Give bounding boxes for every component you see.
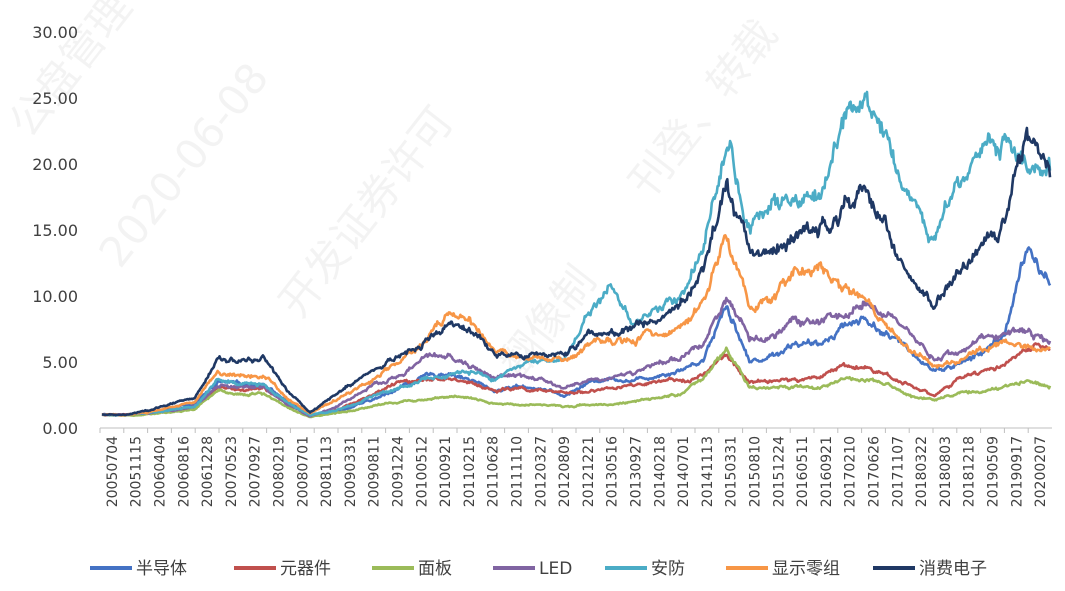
x-tick-label: 20111110	[510, 436, 526, 507]
x-tick-label: 20171107	[890, 436, 906, 507]
x-tick-label: 20180803	[938, 436, 954, 507]
watermark-text: 开发证券许可	[269, 97, 463, 326]
y-tick-label: 0.00	[42, 419, 78, 438]
watermark-layer: 公盘管理 2020-06-08 开发证券许可 翻像制 刊登、转载	[0, 0, 787, 386]
x-tick-label: 20170210	[843, 436, 859, 507]
x-tick-label: 20100921	[438, 436, 454, 507]
x-tick-label: 20120809	[557, 436, 573, 507]
x-tick-label: 20150810	[748, 436, 764, 507]
watermark-text: 翻像制	[489, 257, 605, 386]
legend: 半导体 元器件 面板 LED 安防 显示零组 消费电子	[90, 559, 987, 579]
x-tick-label: 20060816	[176, 436, 192, 507]
watermark-text: 刊登、转载	[619, 10, 787, 206]
y-tick-label: 30.00	[32, 23, 78, 42]
legend-label: 显示零组	[772, 559, 840, 579]
x-tick-label: 20080701	[295, 436, 311, 507]
x-tick-label: 20190509	[986, 436, 1002, 507]
x-tick-label: 20051115	[129, 436, 145, 507]
series-line	[101, 342, 1051, 418]
series-line	[101, 346, 1052, 419]
x-tick-label: 20110628	[486, 436, 502, 507]
x-tick-label: 20090811	[367, 436, 383, 507]
x-tick-label: 20200207	[1033, 436, 1049, 507]
x-tick-label: 20141113	[700, 436, 716, 507]
legend-label: LED	[539, 559, 572, 579]
series-line	[101, 234, 1051, 417]
x-tick-label: 20070523	[224, 436, 240, 507]
series-line	[101, 90, 1052, 417]
watermark-text: 公盘管理	[0, 0, 141, 146]
y-tick-label: 25.00	[32, 89, 78, 108]
x-tick-label: 20061228	[200, 436, 216, 507]
legend-label: 半导体	[136, 559, 187, 579]
x-tick-label: 20160921	[819, 436, 835, 507]
y-tick-label: 10.00	[32, 287, 78, 306]
x-tick-label: 20070927	[248, 436, 264, 507]
series-line	[101, 126, 1052, 417]
x-tick-label: 20110215	[462, 436, 478, 507]
x-tick-label: 20180322	[914, 436, 930, 507]
watermark-text: 2020-06-08	[89, 54, 278, 277]
x-tick-label: 20160511	[795, 436, 811, 507]
x-tick-label: 20080219	[272, 436, 288, 507]
x-tick-label: 20151224	[771, 436, 787, 507]
x-tick-label: 20081113	[319, 436, 335, 507]
legend-label: 安防	[651, 559, 685, 579]
y-tick-label: 15.00	[32, 221, 78, 240]
x-tick-label: 20100512	[414, 436, 430, 507]
x-tick-label: 20190917	[1009, 436, 1025, 507]
x-tick-label: 20170626	[867, 436, 883, 507]
series-layer	[101, 90, 1052, 419]
x-tick-label: 20121221	[581, 436, 597, 507]
legend-label: 面板	[418, 559, 452, 579]
x-tick-label: 20130516	[605, 436, 621, 507]
x-tick-label: 20140218	[652, 436, 668, 507]
x-tick-label: 20091224	[391, 436, 407, 507]
series-line	[101, 296, 1052, 418]
x-tick-label: 20181218	[962, 436, 978, 507]
x-tick-label: 20150331	[724, 436, 740, 507]
x-tick-label: 20060404	[153, 436, 169, 507]
x-tick-label: 20120327	[533, 436, 549, 507]
x-tick-label: 20140701	[676, 436, 692, 507]
x-axis: 20050704 20051115 20060404 20060816 20061228…	[99, 427, 1052, 507]
y-axis: 0.00 5.00 10.00 15.00 20.00 25.00 30.00	[32, 23, 78, 438]
y-tick-label: 20.00	[32, 155, 78, 174]
x-tick-label: 20050704	[105, 436, 121, 507]
y-tick-label: 5.00	[42, 353, 78, 372]
x-tick-label: 20090331	[343, 436, 359, 507]
legend-label: 消费电子	[919, 559, 987, 579]
legend-label: 元器件	[280, 559, 331, 579]
x-tick-label: 20130927	[629, 436, 645, 507]
